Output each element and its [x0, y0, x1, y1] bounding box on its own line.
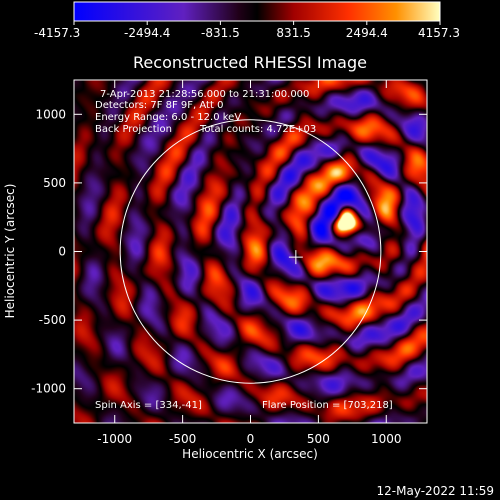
colorbar-ticks: -4157.3 -2494.4 -831.5 831.5 2494.4 4157.3 [34, 21, 460, 40]
solar-disk [119, 119, 382, 384]
colorbar-tick-label: -4157.3 [34, 26, 80, 40]
heatmap-pixels [74, 80, 427, 423]
time-range-annotation: 7-Apr-2013 21:28:56.000 to 21:31:00.000 [100, 89, 309, 100]
spin-axis-annotation: Spin Axis = [334,-41] [95, 400, 202, 411]
y-tick-label: 500 [43, 176, 66, 190]
x-axis-label: Heliocentric X (arcsec) [182, 447, 318, 461]
colorbar-tick-label: -2494.4 [124, 26, 170, 40]
x-tick-label: 0 [247, 432, 255, 446]
colorbar-tick-label: -831.5 [201, 26, 240, 40]
energy-annotation: Energy Range: 6.0 - 12.0 keV [95, 112, 241, 123]
y-tick-label: 0 [58, 245, 66, 259]
y-tick-label: 1000 [35, 107, 66, 121]
solar-limb-circle [119, 119, 382, 384]
footer-date: 12-May-2022 11:59 [377, 484, 494, 498]
x-tick-label: 500 [307, 432, 330, 446]
x-axis: -1000 -500 0 500 1000 [97, 80, 402, 446]
y-axis-label: Heliocentric Y (arcsec) [3, 184, 17, 319]
chart-title: Reconstructed RHESSI Image [133, 53, 367, 72]
flare-position-annotation: Flare Position = [703,218] [262, 400, 393, 411]
y-tick-label: -1000 [31, 382, 66, 396]
total-counts-annotation: Total counts: 4.72E+03 [199, 124, 316, 135]
heatmap-image [74, 80, 427, 423]
y-axis: -1000 -500 0 500 1000 [31, 107, 427, 396]
colorbar-tick-label: 2494.4 [346, 26, 388, 40]
x-tick-label: 1000 [371, 432, 402, 446]
y-tick-label: -500 [39, 313, 66, 327]
method-annotation: Back Projection [95, 124, 172, 135]
x-tick-label: -500 [169, 432, 196, 446]
colorbar-tick-label: 831.5 [276, 26, 310, 40]
colorbar [73, 1, 441, 22]
detectors-annotation: Detectors: 7F 8F 9F, Att 0 [95, 100, 223, 111]
x-tick-label: -1000 [97, 432, 132, 446]
colorbar-tick-label: 4157.3 [418, 26, 460, 40]
spin-axis-marker [288, 250, 303, 265]
